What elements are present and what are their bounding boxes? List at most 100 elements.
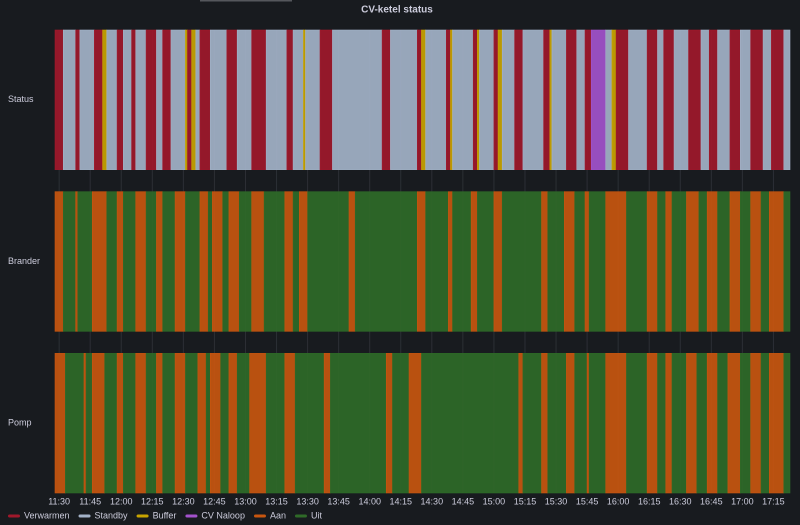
state-segment [54, 353, 66, 494]
state-segment [768, 191, 785, 332]
state-segment [191, 29, 197, 170]
legend-label: CV Naloop [201, 510, 245, 520]
state-segment [740, 353, 751, 494]
state-segment [586, 353, 590, 494]
state-segment [323, 353, 331, 494]
state-segment [174, 353, 186, 494]
state-segment [696, 353, 708, 494]
legend-label: Buffer [153, 510, 177, 520]
state-segment [686, 191, 700, 332]
state-segment [116, 29, 124, 170]
state-segment [54, 191, 64, 332]
state-segment [729, 191, 741, 332]
state-segment [657, 353, 667, 494]
x-tick-label: 13:15 [265, 496, 288, 506]
state-segment [228, 191, 240, 332]
state-segment [522, 353, 542, 494]
state-segment [123, 353, 137, 494]
state-segment [156, 29, 163, 170]
state-segment [452, 29, 474, 170]
state-segment [145, 353, 157, 494]
x-tick-label: 12:45 [203, 496, 226, 506]
plot-area [54, 29, 791, 494]
state-segment [54, 29, 64, 170]
state-segment [292, 29, 304, 170]
state-segment [740, 29, 751, 170]
legend-label: Uit [311, 510, 322, 520]
state-segment [421, 29, 426, 170]
state-segment [135, 191, 147, 332]
state-segment [185, 353, 199, 494]
x-tick-label: 12:00 [110, 496, 133, 506]
x-tick-label: 14:30 [421, 496, 444, 506]
state-segment [574, 353, 588, 494]
state-segment [646, 29, 658, 170]
state-segment [354, 191, 418, 332]
state-segment [750, 191, 762, 332]
x-tick-label: 12:15 [141, 496, 164, 506]
state-segment [104, 353, 118, 494]
x-tick-label: 13:45 [327, 496, 350, 506]
x-tick-label: 11:45 [79, 496, 101, 506]
state-segment [564, 191, 575, 332]
state-segment [91, 191, 108, 332]
legend-swatch [8, 514, 20, 518]
state-segment [750, 353, 762, 494]
state-segment [187, 29, 192, 170]
x-tick-label: 11:30 [48, 496, 70, 506]
state-segment [162, 353, 176, 494]
state-segment [199, 29, 211, 170]
state-segment [421, 353, 520, 494]
state-segment [330, 353, 387, 494]
state-segment [305, 29, 321, 170]
x-tick-label: 15:30 [545, 496, 568, 506]
state-segment [588, 353, 607, 494]
state-segment [294, 353, 325, 494]
state-segment [783, 29, 791, 170]
state-segment [493, 191, 503, 332]
state-segment [220, 353, 230, 494]
state-segment [611, 29, 617, 170]
state-segment [501, 191, 542, 332]
state-segment [83, 353, 87, 494]
x-tick-label: 12:30 [172, 496, 195, 506]
state-segment [236, 29, 252, 170]
state-segment [228, 353, 238, 494]
x-tick-label: 13:30 [296, 496, 319, 506]
state-segment [106, 191, 118, 332]
state-segment [249, 353, 267, 494]
state-segment [501, 29, 515, 170]
state-segment [65, 353, 85, 494]
state-segment [646, 191, 658, 332]
state-segment [665, 191, 673, 332]
state-segment [657, 29, 665, 170]
state-segment [91, 353, 105, 494]
state-segment [390, 29, 418, 170]
legend-label: Verwarmen [24, 510, 70, 520]
state-segment [547, 353, 567, 494]
state-segment [174, 191, 186, 332]
state-segment [549, 29, 553, 170]
state-segment [717, 191, 731, 332]
state-segment [156, 191, 163, 332]
state-segment [77, 191, 93, 332]
legend-swatch [253, 514, 266, 518]
x-tick-label: 17:00 [731, 496, 754, 506]
state-segment [162, 191, 176, 332]
state-segment [251, 29, 267, 170]
x-tick-label: 13:00 [234, 496, 257, 506]
state-segment [706, 191, 718, 332]
state-segment [551, 29, 567, 170]
state-segment [771, 29, 785, 170]
state-segment [222, 191, 230, 332]
x-tick-label: 16:30 [669, 496, 692, 506]
state-segment [292, 191, 300, 332]
state-segment [657, 191, 667, 332]
state-segment [628, 29, 648, 170]
state-segment [408, 353, 422, 494]
state-segment [425, 191, 449, 332]
legend-swatch [294, 514, 307, 518]
state-segment [162, 29, 172, 170]
state-segment [605, 191, 627, 332]
